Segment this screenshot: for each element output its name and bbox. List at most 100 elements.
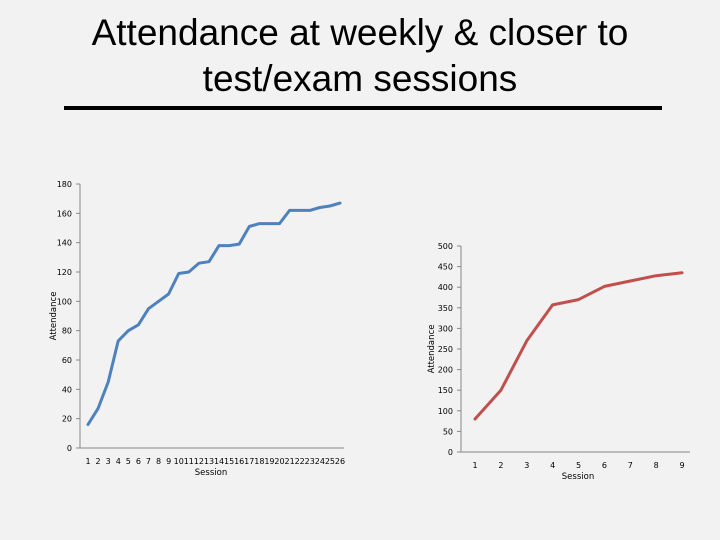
right-x-tick-label: 3 [524,461,529,470]
right-data-point [654,274,658,277]
right-data-point [577,298,580,301]
left-data-point [167,292,170,296]
left-data-point [187,270,190,274]
right-x-tick-label: 6 [602,461,607,470]
left-x-tick-label: 7 [146,457,151,466]
left-x-tick-label: 18 [254,457,264,466]
left-data-point [258,222,261,225]
right-data-point [629,279,632,283]
left-data-point [288,209,291,212]
right-data-point [525,339,528,342]
left-data-point [318,206,322,209]
right-y-tick-label: 250 [438,345,453,354]
right-y-tick-label: 450 [438,263,453,272]
left-data-point [328,204,332,208]
right-x-tick-label: 7 [628,461,633,470]
left-y-tick-label: 120 [57,268,72,277]
left-data-point [207,260,211,263]
left-data-point [106,380,110,384]
right-data-point [680,271,684,274]
right-x-tick-label: 1 [472,461,477,470]
right-y-tick-label: 200 [438,366,453,375]
left-data-point [338,201,342,205]
left-x-tick-label: 16 [234,457,244,466]
left-x-tick-label: 14 [214,457,224,466]
right-y-tick-label: 350 [438,304,453,313]
right-data-point [473,417,477,421]
left-y-tick-label: 20 [62,415,72,424]
left-data-point [248,225,251,228]
left-x-tick-label: 21 [285,457,295,466]
left-data-point [177,272,180,275]
right-x-tick-label: 2 [498,461,503,470]
right-data-point [603,285,606,288]
right-y-tick-label: 100 [438,407,453,416]
left-data-point [197,262,201,265]
right-x-tick-label: 8 [654,461,659,470]
left-x-tick-label: 12 [194,457,204,466]
left-x-tick-label: 22 [295,457,305,466]
left-x-tick-label: 11 [184,457,194,466]
left-x-tick-label: 26 [335,457,345,466]
left-data-point [217,244,221,247]
slide-title: Attendance at weekly & closer to test/ex… [91,12,629,99]
right-y-tick-label: 500 [438,242,453,251]
left-x-tick-label: 13 [204,457,214,466]
right-series-line [473,271,684,421]
left-x-tick-label: 10 [174,457,184,466]
left-x-tick-label: 24 [315,457,325,466]
left-x-tick-label: 17 [244,457,254,466]
right-y-tick-label: 150 [438,386,453,395]
right-data-point [499,389,503,392]
right-y-axis-title: Attendance [427,325,437,374]
right-x-tick-label: 5 [576,461,581,470]
left-data-point [137,323,140,326]
left-data-point [147,307,150,310]
left-x-tick-label: 8 [156,457,161,466]
left-x-tick-label: 6 [136,457,141,466]
left-x-tick-label: 19 [264,457,274,466]
title-underline [64,106,662,110]
left-data-point [278,222,281,225]
left-y-tick-label: 160 [57,209,72,218]
left-x-tick-label: 4 [116,457,121,466]
left-data-point [157,300,160,303]
left-x-tick-label: 1 [85,457,90,466]
right-x-axis-title: Session [562,472,594,482]
right-y-tick-label: 50 [443,427,453,436]
left-x-tick-label: 2 [96,457,101,466]
left-y-tick-label: 140 [57,239,72,248]
left-x-axis-title: Session [195,468,227,478]
left-x-tick-label: 23 [305,457,315,466]
left-data-point [238,242,241,246]
left-x-tick-label: 20 [274,457,284,466]
right-y-tick-label: 400 [438,283,453,292]
left-x-tick-label: 9 [166,457,171,466]
left-data-point [268,222,271,225]
right-x-tick-label: 9 [679,461,684,470]
right-y-tick-label: 0 [448,448,453,457]
left-data-point [127,329,130,332]
right-data-point [551,303,554,307]
left-x-tick-label: 5 [126,457,131,466]
left-x-tick-label: 3 [106,457,111,466]
left-data-point [96,407,100,410]
left-x-tick-label: 15 [224,457,234,466]
left-y-tick-label: 80 [62,327,72,336]
left-y-tick-label: 0 [67,444,72,453]
left-data-point [298,209,301,212]
left-series-line [86,201,342,426]
left-data-point [227,244,231,247]
left-y-axis-title: Attendance [49,292,59,341]
left-y-tick-label: 40 [62,385,72,394]
left-x-tick-label: 25 [325,457,335,466]
right-x-tick-label: 4 [550,461,555,470]
left-y-tick-label: 180 [57,180,72,189]
right-y-tick-label: 300 [438,324,453,333]
left-data-point [117,339,120,343]
left-y-tick-label: 60 [62,356,72,365]
left-y-tick-label: 100 [57,297,72,306]
left-data-point [86,423,90,426]
